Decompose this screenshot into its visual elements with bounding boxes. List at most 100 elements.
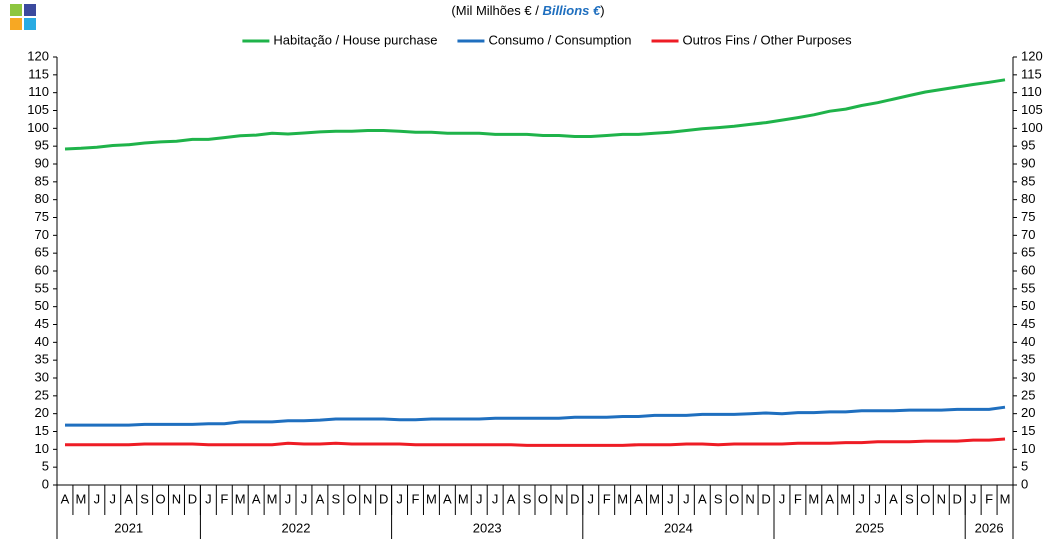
y2-tick-label: 80 — [1021, 191, 1035, 206]
x-tick-label: D — [379, 491, 388, 506]
x-tick-label: J — [779, 491, 786, 506]
x-tick-label: J — [970, 491, 977, 506]
x-tick-label: J — [667, 491, 674, 506]
legend-label: Habitação / House purchase — [273, 32, 437, 47]
y-tick-label: 15 — [35, 423, 49, 438]
subtitle: (Mil Milhões € / Billions €) — [451, 3, 604, 18]
x-tick-label: N — [745, 491, 754, 506]
y2-tick-label: 10 — [1021, 441, 1035, 456]
x-tick-label: O — [156, 491, 166, 506]
subtitle-pt: (Mil Milhões € / — [451, 3, 542, 18]
y2-tick-label: 60 — [1021, 262, 1035, 277]
x-tick-label: J — [492, 491, 499, 506]
x-tick-label: J — [205, 491, 212, 506]
x-tick-label: O — [729, 491, 739, 506]
x-tick-label: S — [140, 491, 149, 506]
x-tick-label: F — [220, 491, 228, 506]
year-label: 2022 — [282, 520, 311, 535]
x-tick-label: J — [285, 491, 292, 506]
y2-tick-label: 20 — [1021, 405, 1035, 420]
x-tick-label: J — [874, 491, 881, 506]
year-label: 2024 — [664, 520, 693, 535]
x-tick-label: N — [363, 491, 372, 506]
x-tick-label: O — [347, 491, 357, 506]
y-tick-label: 55 — [35, 280, 49, 295]
y2-tick-label: 65 — [1021, 245, 1035, 260]
y2-tick-label: 100 — [1021, 120, 1043, 135]
y2-tick-label: 120 — [1021, 48, 1043, 63]
y-tick-label: 45 — [35, 316, 49, 331]
y2-tick-label: 25 — [1021, 387, 1035, 402]
x-tick-label: A — [252, 491, 261, 506]
x-tick-label: S — [905, 491, 914, 506]
x-tick-label: O — [920, 491, 930, 506]
x-tick-label: A — [889, 491, 898, 506]
y2-tick-label: 5 — [1021, 459, 1028, 474]
y2-tick-label: 85 — [1021, 173, 1035, 188]
x-tick-label: O — [538, 491, 548, 506]
y-tick-label: 100 — [27, 120, 49, 135]
y2-tick-label: 0 — [1021, 476, 1028, 491]
legend-label: Outros Fins / Other Purposes — [683, 32, 853, 47]
x-tick-label: J — [476, 491, 483, 506]
subtitle-en: Billions € — [542, 3, 601, 18]
x-tick-label: M — [458, 491, 469, 506]
y-tick-label: 25 — [35, 387, 49, 402]
x-tick-label: J — [396, 491, 403, 506]
x-tick-label: D — [570, 491, 579, 506]
x-tick-label: J — [301, 491, 308, 506]
y2-tick-label: 30 — [1021, 369, 1035, 384]
x-tick-label: J — [858, 491, 865, 506]
x-tick-label: A — [698, 491, 707, 506]
x-tick-label: A — [634, 491, 643, 506]
subtitle-end: ) — [600, 3, 604, 18]
x-tick-label: M — [617, 491, 628, 506]
y2-tick-label: 55 — [1021, 280, 1035, 295]
y2-tick-label: 110 — [1021, 84, 1042, 99]
x-tick-label: M — [840, 491, 851, 506]
year-label: 2026 — [975, 520, 1004, 535]
y2-tick-label: 40 — [1021, 334, 1035, 349]
series-line — [65, 405, 1006, 427]
x-tick-label: S — [523, 491, 532, 506]
x-tick-label: F — [985, 491, 993, 506]
y-tick-label: 105 — [27, 102, 49, 117]
y-tick-label: 120 — [27, 48, 49, 63]
series-line — [65, 437, 1006, 447]
x-tick-label: A — [316, 491, 325, 506]
y2-tick-label: 50 — [1021, 298, 1035, 313]
x-tick-label: D — [953, 491, 962, 506]
y-tick-label: 20 — [35, 405, 49, 420]
y-tick-label: 115 — [28, 66, 49, 81]
x-tick-label: F — [603, 491, 611, 506]
x-tick-label: M — [75, 491, 86, 506]
y-tick-label: 110 — [28, 84, 49, 99]
x-tick-label: N — [172, 491, 181, 506]
logo — [10, 4, 36, 30]
y-tick-label: 70 — [35, 227, 49, 242]
y-tick-label: 80 — [35, 191, 49, 206]
year-label: 2023 — [473, 520, 502, 535]
x-tick-label: M — [649, 491, 660, 506]
series-line — [64, 78, 1006, 151]
x-tick-label: M — [267, 491, 278, 506]
year-label: 2025 — [855, 520, 884, 535]
y2-tick-label: 35 — [1021, 352, 1035, 367]
y-tick-label: 60 — [35, 262, 49, 277]
x-tick-label: S — [714, 491, 723, 506]
y-tick-label: 90 — [35, 155, 49, 170]
x-tick-label: F — [412, 491, 420, 506]
y-tick-label: 75 — [35, 209, 49, 224]
y-tick-label: 5 — [42, 459, 49, 474]
x-tick-label: J — [110, 491, 117, 506]
y-tick-label: 65 — [35, 245, 49, 260]
x-tick-label: F — [794, 491, 802, 506]
x-tick-label: N — [937, 491, 946, 506]
x-tick-label: D — [188, 491, 197, 506]
y2-tick-label: 105 — [1021, 102, 1043, 117]
x-tick-label: A — [124, 491, 133, 506]
x-tick-label: J — [94, 491, 101, 506]
x-tick-label: J — [588, 491, 595, 506]
x-tick-label: M — [1000, 491, 1011, 506]
